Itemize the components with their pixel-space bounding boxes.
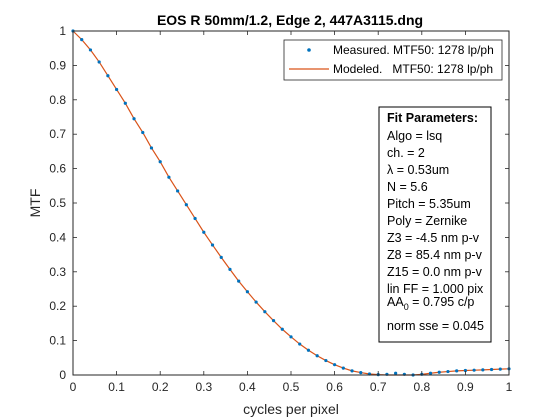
legend-marker-measured	[307, 48, 311, 52]
x-tick-label: 0.1	[108, 380, 125, 394]
series-measured-point	[298, 342, 302, 346]
fit-param-aa-label: AA	[387, 295, 404, 309]
fit-param-line: lin FF = 1.000 pix	[387, 282, 484, 296]
series-measured-point	[394, 371, 398, 375]
y-tick-label: 0.6	[49, 162, 66, 176]
series-measured-point	[176, 189, 180, 193]
series-measured-point	[359, 370, 363, 375]
fit-param-norm-sse: norm sse = 0.045	[387, 319, 484, 333]
x-tick-label: 0.9	[457, 380, 474, 394]
fit-param-line: Poly = Zernike	[387, 214, 467, 228]
y-tick-label: 0.1	[49, 334, 66, 348]
series-measured-point	[333, 363, 337, 367]
series-measured-point	[254, 300, 258, 304]
series-measured-point	[123, 101, 127, 105]
series-measured-point	[481, 368, 485, 372]
series-measured-point	[115, 87, 119, 92]
fit-param-aa: AA0 = 0.795 c/p	[387, 295, 474, 312]
fit-param-line: Z8 = 85.4 nm p-v	[387, 248, 483, 262]
y-tick-label: 0.7	[49, 127, 66, 141]
fit-param-line: λ = 0.53um	[387, 163, 449, 177]
fit-param-aa-value: = 0.795 c/p	[409, 295, 475, 309]
series-measured-point	[149, 146, 154, 150]
series-measured-point	[141, 130, 145, 135]
series-measured-point	[88, 48, 93, 52]
series-measured-point	[80, 38, 84, 42]
y-tick-label: 0.8	[49, 93, 66, 107]
series-measured-point	[263, 310, 267, 314]
series-measured-point	[463, 368, 467, 373]
series-measured-point	[498, 367, 502, 371]
series-measured-point	[228, 267, 232, 271]
y-tick-label: 0.4	[49, 230, 66, 244]
y-tick-label: 0.9	[49, 58, 66, 72]
chart-title: EOS R 50mm/1.2, Edge 2, 447A3115.dng	[157, 12, 423, 28]
fit-param-line: N = 5.6	[387, 180, 428, 194]
series-measured-point	[237, 279, 241, 283]
series-measured-point	[437, 370, 441, 374]
series-measured-point	[132, 117, 136, 121]
fit-param-line: Pitch = 5.35um	[387, 197, 471, 211]
series-layer	[71, 29, 511, 377]
series-measured-point	[97, 60, 101, 64]
y-axis-title: MTF	[27, 189, 43, 218]
series-measured-point	[341, 366, 345, 370]
fit-parameters-frame	[378, 106, 492, 343]
series-measured-point	[280, 327, 284, 331]
x-tick-label: 0.5	[283, 380, 300, 394]
series-measured-point	[202, 230, 206, 234]
series-measured-point	[106, 74, 110, 78]
y-tick-label: 0.2	[49, 299, 66, 313]
series-measured-point	[245, 290, 249, 294]
series-measured-point	[472, 368, 476, 372]
series-measured-point	[350, 369, 354, 373]
x-tick-label: 0.4	[239, 380, 256, 394]
y-tick-label: 0.3	[49, 265, 66, 279]
x-tick-label: 0.6	[326, 380, 343, 394]
x-tick-label: 0.7	[370, 380, 387, 394]
series-measured-point	[315, 354, 319, 358]
fit-param-line: Algo = lsq	[387, 129, 442, 143]
x-tick-label: 0.3	[195, 380, 212, 394]
series-measured-point	[306, 348, 311, 352]
legend-label-measured: Measured. MTF50: 1278 lp/ph	[333, 43, 494, 57]
series-measured-point	[446, 369, 450, 374]
x-tick-label: 0.8	[413, 380, 430, 394]
legend-label-modeled: Modeled. MTF50: 1278 lp/ph	[333, 62, 493, 76]
fit-parameters-box: Fit Parameters: Algo = lsq ch. = 2 λ = 0.5…	[378, 106, 492, 343]
series-measured-point	[324, 358, 328, 363]
x-axis-title: cycles per pixel	[243, 401, 339, 417]
fit-param-line: Z3 = -4.5 nm p-v	[387, 231, 480, 245]
series-measured-point	[289, 335, 293, 339]
series-measured-point	[428, 371, 433, 375]
series-measured-point	[193, 216, 197, 221]
series-measured-point	[210, 243, 215, 247]
y-tick-label: 1	[59, 24, 66, 38]
y-tick-label: 0	[59, 368, 66, 382]
ticks-layer: 0 0.1 0.2 0.3 0.4 0.5 0.6 0.7 0.8 0.9 1 0 0.1 0.2 0.3 0…	[49, 24, 512, 394]
series-measured-point	[158, 160, 162, 164]
series-measured-point	[455, 369, 459, 373]
x-tick-label: 0	[70, 380, 77, 394]
legend: Measured. MTF50: 1278 lp/ph Modeled. MTF…	[283, 39, 503, 81]
x-tick-label: 0.2	[152, 380, 169, 394]
legend-box	[283, 39, 503, 81]
series-measured-point	[184, 203, 188, 207]
fit-param-line: ch. = 2	[387, 146, 425, 160]
fit-parameters-lines: Algo = lsq ch. = 2 λ = 0.53um N = 5.6 Pitch …	[387, 129, 484, 296]
fit-param-line: Z15 = 0.0 nm p-v	[387, 265, 483, 279]
fit-param-aa-subscript: 0	[404, 302, 409, 312]
series-measured-point	[167, 175, 171, 179]
series-measured-point	[489, 367, 494, 372]
x-tick-label: 1	[506, 380, 513, 394]
series-measured-point	[219, 255, 223, 259]
y-tick-label: 0.5	[49, 196, 66, 210]
fit-parameters-title: Fit Parameters:	[387, 111, 478, 125]
series-measured-point	[271, 319, 276, 323]
